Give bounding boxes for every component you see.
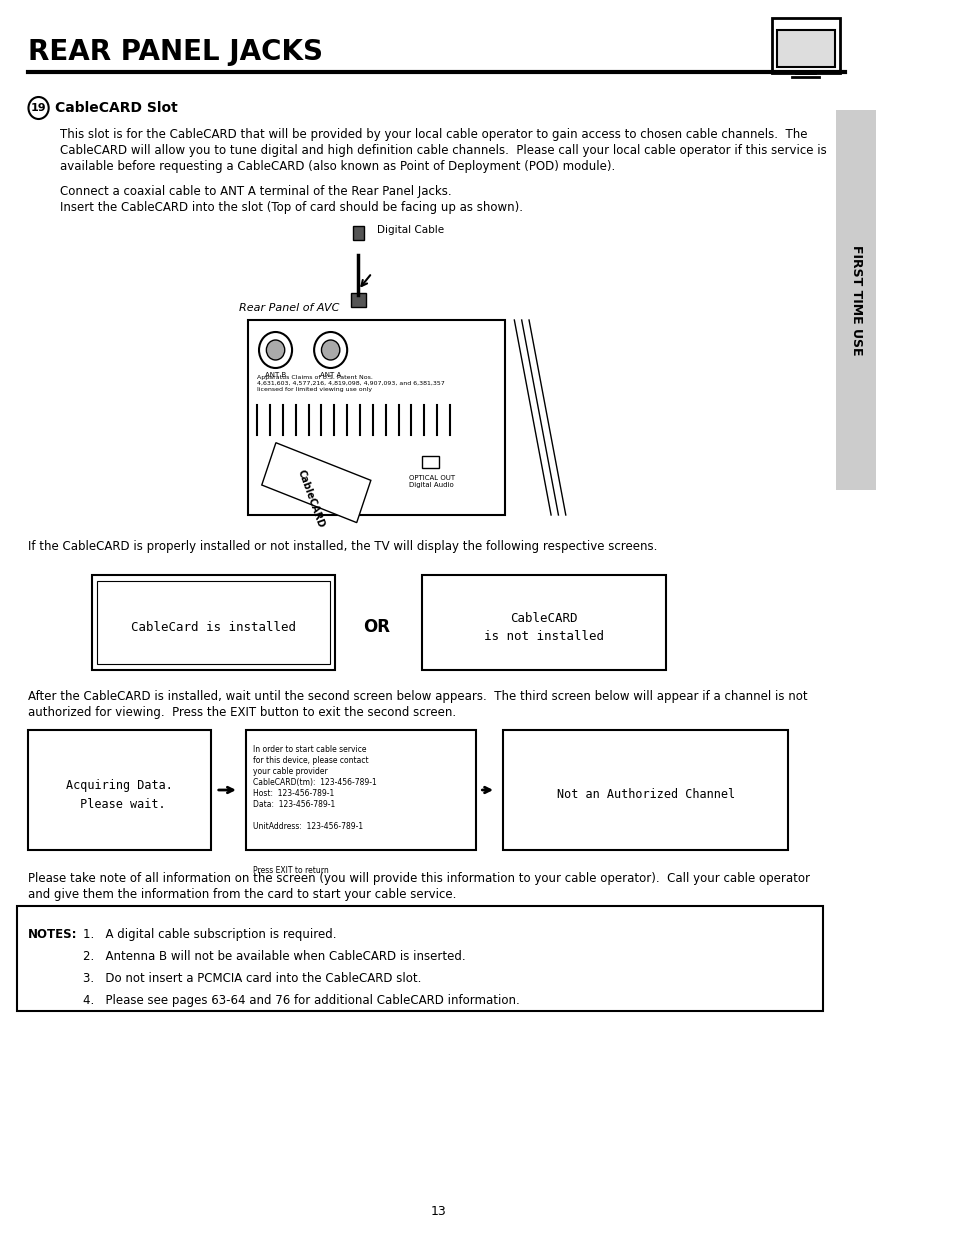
Text: authorized for viewing.  Press the EXIT button to exit the second screen.: authorized for viewing. Press the EXIT b… [28, 706, 456, 719]
Text: Digital Cable: Digital Cable [376, 225, 443, 235]
Circle shape [258, 332, 292, 368]
Text: 4.   Please see pages 63-64 and 76 for additional CableCARD information.: 4. Please see pages 63-64 and 76 for add… [83, 994, 518, 1007]
Circle shape [314, 332, 347, 368]
Text: CableCARD
is not installed: CableCARD is not installed [484, 611, 603, 643]
Bar [246, 730, 476, 850]
Text: OR: OR [363, 619, 390, 636]
Text: Press EXIT to return: Press EXIT to return [253, 866, 329, 876]
Bar [28, 730, 211, 850]
Bar [776, 30, 834, 67]
Text: Acquiring Data.
 Please wait.: Acquiring Data. Please wait. [66, 779, 172, 810]
Text: Data:  123-456-789-1: Data: 123-456-789-1 [253, 800, 335, 809]
Text: This slot is for the CableCARD that will be provided by your local cable operato: This slot is for the CableCARD that will… [60, 128, 806, 141]
Bar [503, 730, 787, 850]
Text: 2.   Antenna B will not be available when CableCARD is inserted.: 2. Antenna B will not be available when … [83, 950, 465, 963]
Text: Host:  123-456-789-1: Host: 123-456-789-1 [253, 789, 335, 798]
Text: CableCard is installed: CableCard is installed [131, 621, 295, 634]
Text: CableCARD Slot: CableCARD Slot [55, 101, 177, 115]
Text: FIRST TIME USE: FIRST TIME USE [848, 245, 862, 356]
Text: Please take note of all information on the screen (you will provide this informa: Please take note of all information on t… [28, 872, 809, 885]
Bar [16, 906, 822, 1011]
Bar [353, 226, 363, 240]
Bar [351, 293, 365, 308]
Bar [91, 576, 335, 671]
Bar [422, 576, 665, 671]
Circle shape [321, 340, 339, 359]
Bar [248, 320, 505, 515]
Text: If the CableCARD is properly installed or not installed, the TV will display the: If the CableCARD is properly installed o… [28, 540, 657, 553]
Text: CableCARD will allow you to tune digital and high definition cable channels.  Pl: CableCARD will allow you to tune digital… [60, 144, 825, 157]
Text: 3.   Do not insert a PCMCIA card into the CableCARD slot.: 3. Do not insert a PCMCIA card into the … [83, 972, 420, 986]
Circle shape [29, 98, 49, 119]
Text: ANT A: ANT A [319, 372, 341, 378]
Text: your cable provider: your cable provider [253, 767, 328, 776]
Text: available before requesting a CableCARD (also known as Point of Deployment (POD): available before requesting a CableCARD … [60, 161, 615, 173]
Text: OPTICAL OUT
Digital Audio: OPTICAL OUT Digital Audio [408, 475, 455, 488]
Text: In order to start cable service: In order to start cable service [253, 745, 367, 755]
Text: 1.   A digital cable subscription is required.: 1. A digital cable subscription is requi… [83, 927, 335, 941]
Text: Not an Authorized Channel: Not an Authorized Channel [556, 788, 734, 802]
Bar [771, 19, 840, 73]
Bar [261, 442, 371, 522]
Bar [97, 580, 330, 664]
Text: After the CableCARD is installed, wait until the second screen below appears.  T: After the CableCARD is installed, wait u… [28, 690, 806, 703]
Text: Insert the CableCARD into the slot (Top of card should be facing up as shown).: Insert the CableCARD into the slot (Top … [60, 201, 522, 214]
Text: 13: 13 [430, 1205, 445, 1218]
Text: UnitAddress:  123-456-789-1: UnitAddress: 123-456-789-1 [253, 823, 363, 831]
Text: Rear Panel of AVC: Rear Panel of AVC [238, 303, 339, 312]
Text: CableCARD: CableCARD [295, 468, 325, 529]
Text: CableCARD(tm):  123-456-789-1: CableCARD(tm): 123-456-789-1 [253, 778, 376, 787]
Text: 19: 19 [30, 103, 47, 112]
Text: Apparatus Claims of U.S. Patent Nos.
4,631,603, 4,577,216, 4,819,098, 4,907,093,: Apparatus Claims of U.S. Patent Nos. 4,6… [257, 375, 444, 391]
Text: Connect a coaxial cable to ANT A terminal of the Rear Panel Jacks.: Connect a coaxial cable to ANT A termina… [60, 185, 451, 198]
Text: ANT B: ANT B [265, 372, 286, 378]
Bar [835, 110, 875, 490]
Text: for this device, please contact: for this device, please contact [253, 756, 369, 764]
Circle shape [266, 340, 284, 359]
Text: NOTES:: NOTES: [28, 927, 77, 941]
Text: and give them the information from the card to start your cable service.: and give them the information from the c… [28, 888, 456, 902]
Text: REAR PANEL JACKS: REAR PANEL JACKS [28, 38, 322, 65]
Bar [422, 456, 438, 468]
